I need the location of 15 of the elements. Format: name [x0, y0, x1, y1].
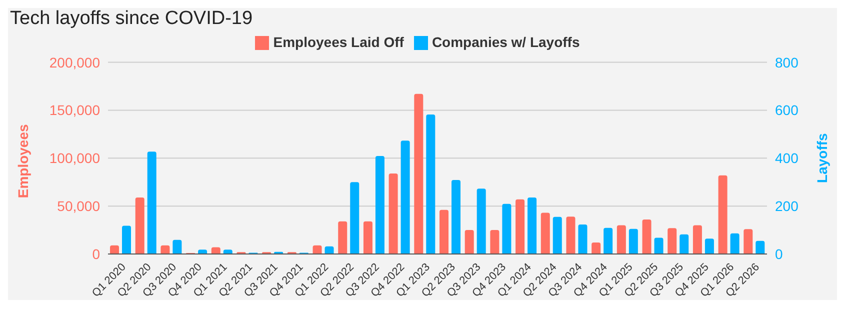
y2-tick-label: 200 [775, 198, 799, 214]
legend-label: Companies w/ Layoffs [432, 34, 580, 50]
y2-axis-title: Layoffs [814, 132, 830, 183]
y2-tick-label: 600 [775, 102, 799, 118]
y-tick-label: 200,000 [49, 54, 100, 70]
y2-tick-label: 800 [775, 54, 799, 70]
y-tick-label: 50,000 [57, 198, 100, 214]
y-axis-title: Employees [14, 124, 31, 198]
y2-tick-label: 0 [775, 246, 783, 262]
y-tick-label: 100,000 [49, 150, 100, 166]
chart-title: Tech layoffs since COVID-19 [9, 8, 254, 30]
y-tick-label: 0 [92, 246, 100, 262]
legend-label: Employees Laid Off [273, 34, 404, 50]
y-tick-label: 150,000 [49, 102, 100, 118]
y2-tick-label: 400 [775, 150, 799, 166]
